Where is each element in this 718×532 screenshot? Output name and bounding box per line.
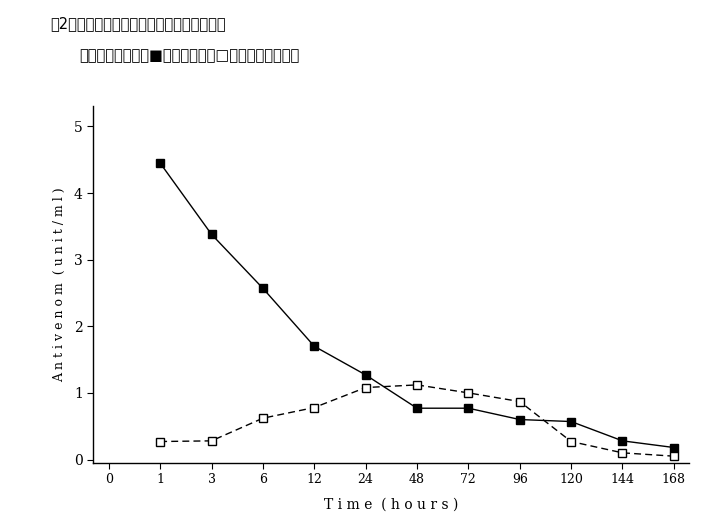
Text: 図2．「ウサギにおける抗体の血中濃度変化: 図2．「ウサギにおける抗体の血中濃度変化: [50, 16, 226, 31]
Y-axis label: A n t i v e n o m  ( u n i t / m l ): A n t i v e n o m ( u n i t / m l ): [52, 187, 66, 382]
X-axis label: T i m e  ( h o u r s ): T i m e ( h o u r s ): [324, 497, 459, 511]
Text: 抗体のみ静注（■）及び筋注（□）した時の抗体量: 抗体のみ静注（■）及び筋注（□）した時の抗体量: [79, 48, 299, 63]
